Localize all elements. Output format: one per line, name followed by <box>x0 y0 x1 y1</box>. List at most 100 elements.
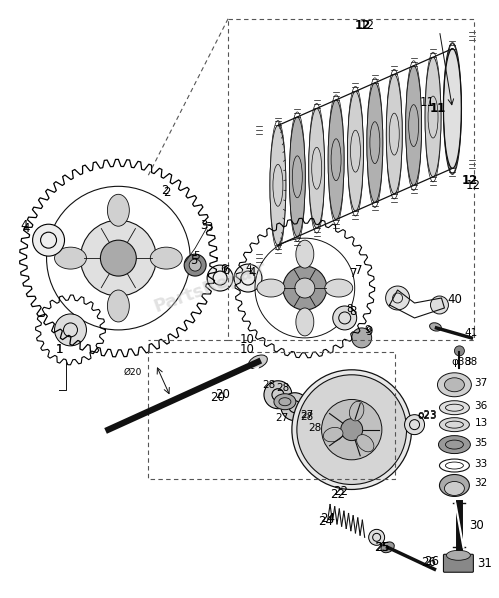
Ellipse shape <box>439 435 471 453</box>
Ellipse shape <box>309 108 325 228</box>
Text: 5: 5 <box>190 254 198 267</box>
Text: 28: 28 <box>300 411 313 422</box>
Text: 8: 8 <box>347 304 353 314</box>
Circle shape <box>321 399 382 460</box>
Text: φ38: φ38 <box>452 357 472 367</box>
Circle shape <box>281 393 309 420</box>
Text: 11: 11 <box>420 96 435 109</box>
Text: 22: 22 <box>330 488 345 501</box>
Text: 35: 35 <box>475 438 488 447</box>
Text: 6: 6 <box>222 264 230 277</box>
Text: 26: 26 <box>422 556 437 569</box>
Text: 28: 28 <box>276 383 289 393</box>
Ellipse shape <box>444 48 462 169</box>
Ellipse shape <box>323 428 343 442</box>
Text: 24: 24 <box>318 515 333 528</box>
Circle shape <box>352 328 372 348</box>
Text: 10: 10 <box>240 334 255 346</box>
Text: 33: 33 <box>475 459 488 469</box>
Circle shape <box>32 224 64 256</box>
Ellipse shape <box>357 435 374 452</box>
Circle shape <box>369 529 385 545</box>
Text: 31: 31 <box>478 557 492 570</box>
Text: 1: 1 <box>55 343 63 356</box>
Text: 12: 12 <box>360 19 375 32</box>
Ellipse shape <box>445 48 461 169</box>
Text: 12: 12 <box>355 19 371 32</box>
Circle shape <box>234 264 262 292</box>
Ellipse shape <box>440 417 470 432</box>
Text: 28: 28 <box>308 423 321 432</box>
Ellipse shape <box>440 401 470 414</box>
Text: 20: 20 <box>210 391 225 404</box>
Circle shape <box>54 314 86 346</box>
Ellipse shape <box>150 247 182 269</box>
Text: 38: 38 <box>465 357 478 367</box>
Text: 7: 7 <box>350 267 357 280</box>
Text: 36: 36 <box>475 401 488 411</box>
Ellipse shape <box>189 259 201 271</box>
Ellipse shape <box>249 355 267 368</box>
Text: 2: 2 <box>163 186 171 199</box>
Ellipse shape <box>447 550 471 560</box>
Text: 32: 32 <box>475 478 488 489</box>
Ellipse shape <box>425 57 441 177</box>
Circle shape <box>341 419 363 441</box>
Text: 8: 8 <box>350 306 357 319</box>
Circle shape <box>283 266 327 310</box>
Ellipse shape <box>296 308 314 336</box>
Text: 27: 27 <box>275 413 288 423</box>
Text: 3: 3 <box>200 219 208 231</box>
Text: 1: 1 <box>55 343 63 356</box>
Ellipse shape <box>445 378 465 392</box>
Ellipse shape <box>270 126 286 245</box>
Text: 4: 4 <box>22 222 30 234</box>
Text: 4: 4 <box>20 219 28 231</box>
Ellipse shape <box>325 279 353 297</box>
FancyBboxPatch shape <box>444 554 474 572</box>
Ellipse shape <box>367 83 383 203</box>
Ellipse shape <box>289 117 305 237</box>
Text: 5: 5 <box>193 251 200 261</box>
Text: o23: o23 <box>418 411 437 420</box>
Ellipse shape <box>347 91 363 211</box>
Text: 12: 12 <box>462 174 478 187</box>
Ellipse shape <box>107 194 129 226</box>
Circle shape <box>292 370 412 490</box>
Ellipse shape <box>440 474 470 496</box>
Text: 37: 37 <box>475 378 488 388</box>
Ellipse shape <box>328 100 344 219</box>
Circle shape <box>80 220 156 296</box>
Text: 26: 26 <box>425 555 440 568</box>
Text: 11: 11 <box>430 102 446 115</box>
Text: 30: 30 <box>470 519 484 532</box>
Text: 41: 41 <box>465 328 478 338</box>
Text: 40: 40 <box>448 294 462 307</box>
Ellipse shape <box>386 74 402 194</box>
Text: 28: 28 <box>262 380 275 390</box>
Circle shape <box>297 375 407 484</box>
Text: 3: 3 <box>205 221 213 234</box>
Circle shape <box>333 306 357 330</box>
Text: 25: 25 <box>375 541 390 554</box>
Text: 4: 4 <box>248 266 255 279</box>
Ellipse shape <box>274 393 296 410</box>
Ellipse shape <box>296 240 314 268</box>
Text: 2: 2 <box>161 184 169 197</box>
Ellipse shape <box>54 247 86 269</box>
Text: 4: 4 <box>245 263 251 273</box>
Text: 6: 6 <box>220 264 227 274</box>
Circle shape <box>386 286 410 310</box>
Circle shape <box>455 346 465 356</box>
Ellipse shape <box>257 279 285 297</box>
Text: Ø20: Ø20 <box>123 368 142 377</box>
Circle shape <box>207 265 233 291</box>
Ellipse shape <box>184 254 206 276</box>
Ellipse shape <box>349 401 364 421</box>
Circle shape <box>264 381 292 408</box>
Text: 9: 9 <box>366 325 373 338</box>
Ellipse shape <box>445 481 465 496</box>
Text: 27: 27 <box>300 410 313 420</box>
Text: 20: 20 <box>215 388 230 401</box>
Circle shape <box>295 278 315 298</box>
